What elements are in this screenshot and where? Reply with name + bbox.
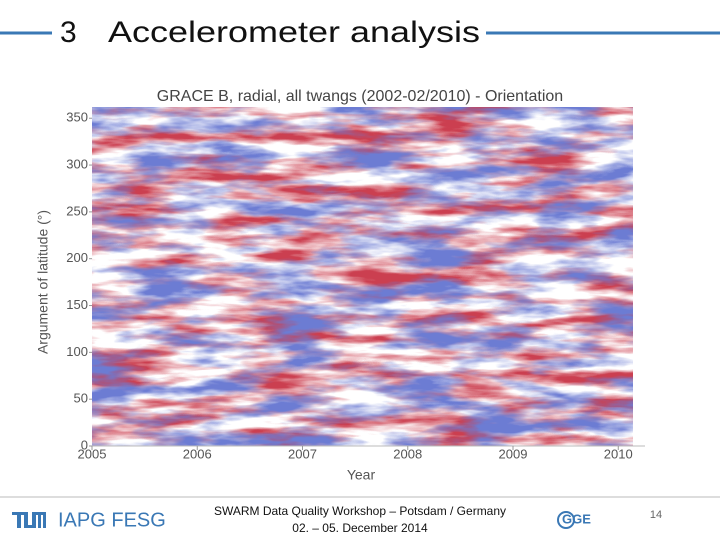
y-tick-label: 300 (66, 156, 88, 171)
x-tick-label: 2005 (78, 446, 107, 461)
gge-logo: GGE (562, 511, 591, 526)
x-tick-label: 2006 (183, 446, 212, 461)
x-tick-label: 2007 (288, 446, 317, 461)
institute-logo: IAPG FESG (58, 509, 166, 531)
tum-logo (12, 512, 46, 528)
x-axis-label: Year (347, 467, 376, 483)
section-number: 3 (60, 16, 77, 49)
y-tick-label: 50 (74, 391, 88, 406)
plot-texture (92, 107, 633, 446)
y-tick-label: 350 (66, 110, 88, 125)
chart-title: GRACE B, radial, all twangs (2002-02/201… (157, 88, 563, 105)
x-tick-label: 2009 (499, 446, 528, 461)
y-axis-label: Argument of latitude (°) (35, 210, 51, 354)
event-dates: 02. – 05. December 2014 (292, 521, 428, 535)
chart: GRACE B, radial, all twangs (2002-02/201… (35, 88, 645, 483)
y-tick-label: 150 (66, 297, 88, 312)
y-tick-label: 100 (66, 344, 88, 359)
page-number: 14 (650, 509, 662, 521)
slide-title: Accelerometer analysis (108, 16, 480, 49)
y-tick-label: 250 (66, 203, 88, 218)
y-tick-label: 200 (66, 250, 88, 265)
event-name: SWARM Data Quality Workshop – Potsdam / … (214, 504, 506, 518)
x-tick-label: 2008 (393, 446, 422, 461)
x-tick-label: 2010 (604, 446, 633, 461)
y-tick-label: 0 (81, 437, 88, 452)
gge-logo-mark (557, 511, 575, 529)
